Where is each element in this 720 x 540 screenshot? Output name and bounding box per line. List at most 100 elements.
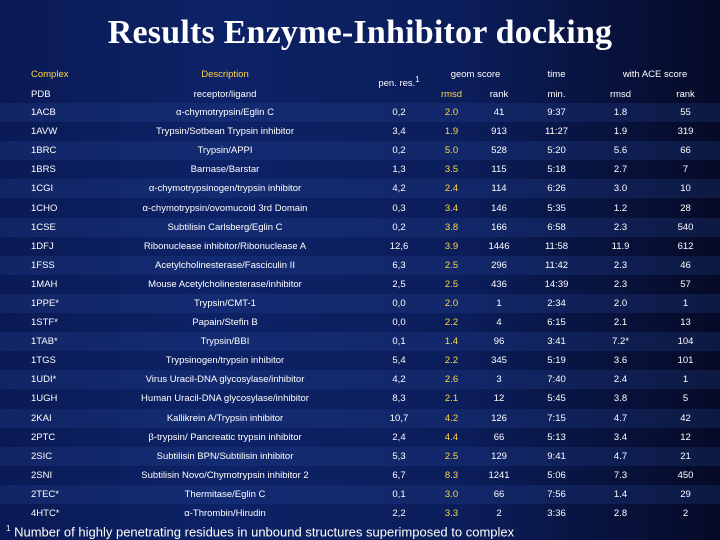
pen-res-cell: 4,2 xyxy=(370,179,428,199)
ace-rank-cell: 21 xyxy=(651,446,720,466)
col-header-ace-rmsd: rmsd xyxy=(609,89,632,100)
pdb-id-cell: 2SNI xyxy=(31,469,53,481)
description-cell: Trypsin/CMT-1 xyxy=(80,293,370,314)
geom-rank-cell: 114 xyxy=(475,179,524,199)
description-cell: Acetylcholinesterase/Fasciculin II xyxy=(80,255,370,275)
ace-rank-cell: 29 xyxy=(651,484,720,504)
geom-rank-cell: 12 xyxy=(493,393,505,405)
table-row: 1UGH Human Uracil-DNA glycosylase/inhibit… xyxy=(0,389,720,408)
ace-rmsd-cell: 11.9 xyxy=(611,240,630,252)
geom-rmsd-cell: 3.9 xyxy=(444,240,459,252)
time-cell: 5:13 xyxy=(547,431,566,443)
geom-rank-cell: 1 xyxy=(475,293,524,314)
footnote-text: Number of highly penetrating residues in… xyxy=(14,524,515,540)
time-cell: 5:35 xyxy=(547,202,566,214)
geom-rank-cell: 1446 xyxy=(488,240,510,252)
pen-res-cell: 3,4 xyxy=(392,126,406,138)
description-cell: α-Thrombin/Hirudin xyxy=(184,508,266,520)
ace-rank-cell: 7 xyxy=(682,164,689,176)
geom-rmsd-cell: 3.3 xyxy=(444,508,459,520)
col-header-receptor-ligand: receptor/ligand xyxy=(193,89,257,100)
pen-res-cell: 5,3 xyxy=(370,446,428,466)
pen-res-cell: 4,2 xyxy=(370,370,428,390)
pdb-id-cell: 1BRC xyxy=(0,141,80,161)
geom-rmsd-cell: 1.4 xyxy=(428,332,475,352)
description-cell: Subtilisin BPN/Subtilisin inhibitor xyxy=(80,446,370,466)
pen-res-cell: 2,2 xyxy=(392,508,406,520)
docking-results-table: Complex Description pen. res.1 geom scor… xyxy=(0,62,720,523)
time-cell: 6:26 xyxy=(523,179,591,199)
description-cell: β-trypsin/ Pancreatic trypsin inhibitor xyxy=(148,431,302,443)
geom-rmsd-cell: 2.2 xyxy=(444,317,459,329)
geom-rank-cell: 3 xyxy=(475,370,524,390)
pen-res-cell: 5,4 xyxy=(392,355,406,367)
time-cell: 11:58 xyxy=(544,240,569,252)
time-cell: 2:34 xyxy=(523,293,591,314)
description-cell: Barnase/Barstar xyxy=(190,164,260,176)
page-title: Results Enzyme-Inhibitor docking xyxy=(107,14,613,51)
ace-rank-cell: 1 xyxy=(651,293,720,314)
footnote: 1 Number of highly penetrating residues … xyxy=(6,524,514,539)
pen-res-cell: 2,4 xyxy=(392,431,406,443)
geom-rmsd-cell: 4.2 xyxy=(428,408,475,428)
pdb-id-cell: 1FSS xyxy=(0,255,80,275)
ace-rmsd-cell: 1.9 xyxy=(613,126,628,138)
table-row: 1CGI α-chymotrypsinogen/trypsin inhibitor… xyxy=(0,179,720,199)
ace-rank-cell: 10 xyxy=(651,179,720,199)
col-header-pdb: PDB xyxy=(31,89,51,100)
description-cell: Trypsinogen/trypsin inhibitor xyxy=(165,355,285,367)
geom-rank-cell: 41 xyxy=(475,103,524,123)
time-cell: 3:41 xyxy=(523,332,591,352)
geom-rank-cell: 528 xyxy=(475,141,524,161)
geom-rank-cell: 166 xyxy=(475,217,524,237)
description-cell: Trypsin/BBI xyxy=(80,332,370,352)
pdb-id-cell: 4HTC* xyxy=(31,508,60,520)
ace-rank-cell: 540 xyxy=(651,217,720,237)
ace-rank-cell: 46 xyxy=(651,255,720,275)
ace-rank-cell: 319 xyxy=(677,126,694,138)
pen-res-cell: 0,0 xyxy=(370,293,428,314)
description-cell: Papain/Stefin B xyxy=(192,317,258,329)
pdb-id-cell: 1BRS xyxy=(31,164,56,176)
table-row: 1TGS Trypsinogen/trypsin inhibitor 5,4 2.2 3… xyxy=(0,351,720,370)
geom-rmsd-cell: 1.9 xyxy=(444,126,459,138)
description-cell: α-chymotrypsin/ovomucoid 3rd Domain xyxy=(142,202,308,214)
description-cell: Thermitase/Eglin C xyxy=(80,484,370,504)
pdb-id-cell: 2KAI xyxy=(0,408,80,428)
table-row: 1DFJ Ribonuclease inhibitor/Ribonuclease … xyxy=(0,237,720,256)
table-row: 1STF* Papain/Stefin B 0,0 2.2 4 6:15 2.1 13 xyxy=(0,313,720,332)
ace-rank-cell: 57 xyxy=(680,278,691,290)
ace-rmsd-cell: 5.6 xyxy=(590,141,652,161)
ace-rmsd-cell: 7.2* xyxy=(590,332,652,352)
col-header-geom-rank: rank xyxy=(489,89,509,100)
pdb-id-cell: 1CSE xyxy=(0,217,80,237)
pdb-id-cell: 2PTC xyxy=(31,431,56,443)
description-cell: Human Uracil-DNA glycosylase/inhibitor xyxy=(141,393,309,405)
header-row-2: PDB receptor/ligand rmsd rank min. rmsd … xyxy=(0,86,720,103)
ace-rank-cell: 101 xyxy=(677,355,694,367)
pen-res-footnote-marker: 1 xyxy=(415,75,420,85)
ace-rank-cell: 104 xyxy=(651,332,720,352)
table-row: 4HTC* α-Thrombin/Hirudin 2,2 3.3 2 3:36 2.8 2 xyxy=(0,504,720,523)
pdb-id-cell: 1CGI xyxy=(0,179,80,199)
table-row: 2TEC* Thermitase/Eglin C 0,1 3.0 66 7:56 1.4 29 xyxy=(0,484,720,504)
time-cell: 6:58 xyxy=(523,217,591,237)
col-header-ace-score: with ACE score xyxy=(622,68,688,80)
ace-rank-cell: 450 xyxy=(677,469,694,481)
table-row: 1TAB* Trypsin/BBI 0,1 1.4 96 3:41 7.2* 104 xyxy=(0,332,720,352)
pen-res-cell: 1,3 xyxy=(392,164,406,176)
time-cell: 7:56 xyxy=(523,484,591,504)
ace-rmsd-cell: 2.1 xyxy=(613,317,628,329)
ace-rmsd-cell: 2.3 xyxy=(590,217,652,237)
geom-rmsd-cell: 8.3 xyxy=(444,469,459,481)
description-cell: Subtilisin Novo/Chymotrypsin inhibitor 2 xyxy=(141,469,309,481)
pdb-id-cell: 1UGH xyxy=(31,393,58,405)
geom-rank-cell: 129 xyxy=(475,446,524,466)
ace-rank-cell: 2 xyxy=(682,508,689,520)
geom-rmsd-cell: 2.6 xyxy=(428,370,475,390)
description-cell: α-chymotrypsinogen/trypsin inhibitor xyxy=(80,179,370,199)
geom-rank-cell: 66 xyxy=(475,484,524,504)
pdb-id-cell: 1CHO xyxy=(31,202,58,214)
pen-res-cell: 0,1 xyxy=(370,484,428,504)
